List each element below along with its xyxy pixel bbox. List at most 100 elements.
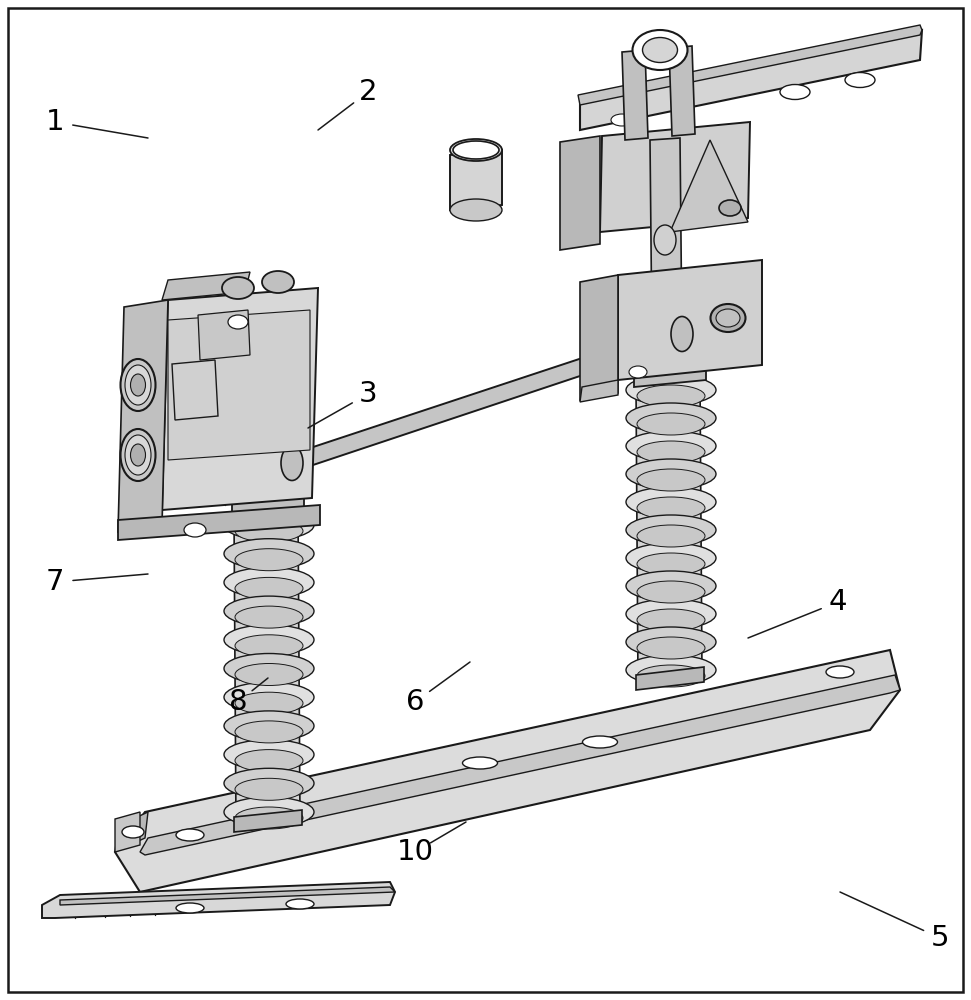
- Ellipse shape: [281, 446, 303, 481]
- Ellipse shape: [626, 655, 716, 685]
- Polygon shape: [140, 675, 900, 855]
- Ellipse shape: [643, 37, 678, 62]
- Ellipse shape: [235, 807, 303, 829]
- Polygon shape: [450, 150, 502, 210]
- Polygon shape: [669, 46, 695, 136]
- Ellipse shape: [235, 692, 303, 714]
- Text: 6: 6: [406, 688, 424, 716]
- Ellipse shape: [228, 315, 248, 329]
- Polygon shape: [42, 882, 395, 918]
- Ellipse shape: [453, 141, 499, 159]
- Ellipse shape: [286, 899, 314, 909]
- Text: 3: 3: [358, 380, 378, 408]
- Polygon shape: [580, 380, 618, 402]
- Text: 1: 1: [46, 108, 64, 136]
- Ellipse shape: [235, 549, 303, 571]
- Ellipse shape: [711, 304, 746, 332]
- Ellipse shape: [224, 596, 314, 626]
- Ellipse shape: [450, 199, 502, 221]
- Polygon shape: [580, 275, 618, 400]
- Ellipse shape: [262, 271, 294, 293]
- Polygon shape: [60, 887, 395, 905]
- Ellipse shape: [626, 431, 716, 461]
- Ellipse shape: [637, 497, 705, 519]
- Ellipse shape: [120, 359, 155, 411]
- Polygon shape: [292, 325, 682, 472]
- Polygon shape: [234, 810, 302, 832]
- Polygon shape: [118, 505, 320, 540]
- Polygon shape: [118, 300, 168, 532]
- Ellipse shape: [235, 520, 303, 542]
- Ellipse shape: [235, 664, 303, 686]
- Ellipse shape: [637, 609, 705, 631]
- Ellipse shape: [719, 200, 741, 216]
- Polygon shape: [636, 380, 702, 682]
- Text: 4: 4: [829, 588, 848, 616]
- Polygon shape: [172, 360, 218, 420]
- Ellipse shape: [626, 375, 716, 405]
- Ellipse shape: [224, 567, 314, 597]
- Ellipse shape: [626, 403, 716, 433]
- Ellipse shape: [125, 365, 151, 405]
- Polygon shape: [618, 260, 762, 380]
- Polygon shape: [162, 272, 250, 300]
- Polygon shape: [580, 30, 922, 130]
- Ellipse shape: [637, 441, 705, 463]
- Text: 5: 5: [931, 924, 950, 952]
- Polygon shape: [168, 310, 310, 460]
- Ellipse shape: [176, 903, 204, 913]
- Ellipse shape: [626, 459, 716, 489]
- Ellipse shape: [224, 711, 314, 741]
- Polygon shape: [560, 136, 600, 250]
- Ellipse shape: [826, 666, 854, 678]
- Ellipse shape: [224, 510, 314, 540]
- Polygon shape: [600, 122, 750, 232]
- Polygon shape: [650, 138, 682, 342]
- Ellipse shape: [637, 637, 705, 659]
- Polygon shape: [232, 488, 304, 517]
- Ellipse shape: [637, 469, 705, 491]
- Ellipse shape: [626, 599, 716, 629]
- Polygon shape: [115, 812, 140, 852]
- Ellipse shape: [637, 385, 705, 407]
- Polygon shape: [115, 812, 148, 852]
- Ellipse shape: [626, 515, 716, 545]
- Ellipse shape: [235, 577, 303, 599]
- Ellipse shape: [637, 665, 705, 687]
- Ellipse shape: [637, 581, 705, 603]
- Ellipse shape: [626, 487, 716, 517]
- Ellipse shape: [224, 625, 314, 655]
- Ellipse shape: [224, 768, 314, 798]
- Text: 10: 10: [396, 838, 433, 866]
- Text: 8: 8: [229, 688, 248, 716]
- Polygon shape: [622, 50, 648, 140]
- Ellipse shape: [130, 444, 146, 466]
- Ellipse shape: [626, 627, 716, 657]
- Ellipse shape: [130, 374, 146, 396]
- Ellipse shape: [632, 30, 687, 70]
- Ellipse shape: [611, 114, 633, 126]
- Ellipse shape: [583, 736, 618, 748]
- Ellipse shape: [235, 606, 303, 628]
- Ellipse shape: [224, 797, 314, 827]
- Polygon shape: [198, 310, 250, 360]
- Ellipse shape: [671, 316, 693, 352]
- Polygon shape: [162, 288, 318, 510]
- Polygon shape: [234, 510, 300, 825]
- Ellipse shape: [780, 85, 810, 100]
- Ellipse shape: [224, 539, 314, 569]
- Ellipse shape: [626, 543, 716, 573]
- Ellipse shape: [224, 682, 314, 712]
- Text: 2: 2: [358, 78, 378, 106]
- Ellipse shape: [629, 366, 647, 378]
- Ellipse shape: [637, 553, 705, 575]
- Ellipse shape: [235, 635, 303, 657]
- Ellipse shape: [235, 750, 303, 772]
- Ellipse shape: [224, 654, 314, 684]
- Ellipse shape: [176, 829, 204, 841]
- Ellipse shape: [125, 435, 151, 475]
- Polygon shape: [578, 25, 922, 105]
- Polygon shape: [634, 355, 706, 387]
- Polygon shape: [115, 650, 900, 892]
- Ellipse shape: [845, 73, 875, 88]
